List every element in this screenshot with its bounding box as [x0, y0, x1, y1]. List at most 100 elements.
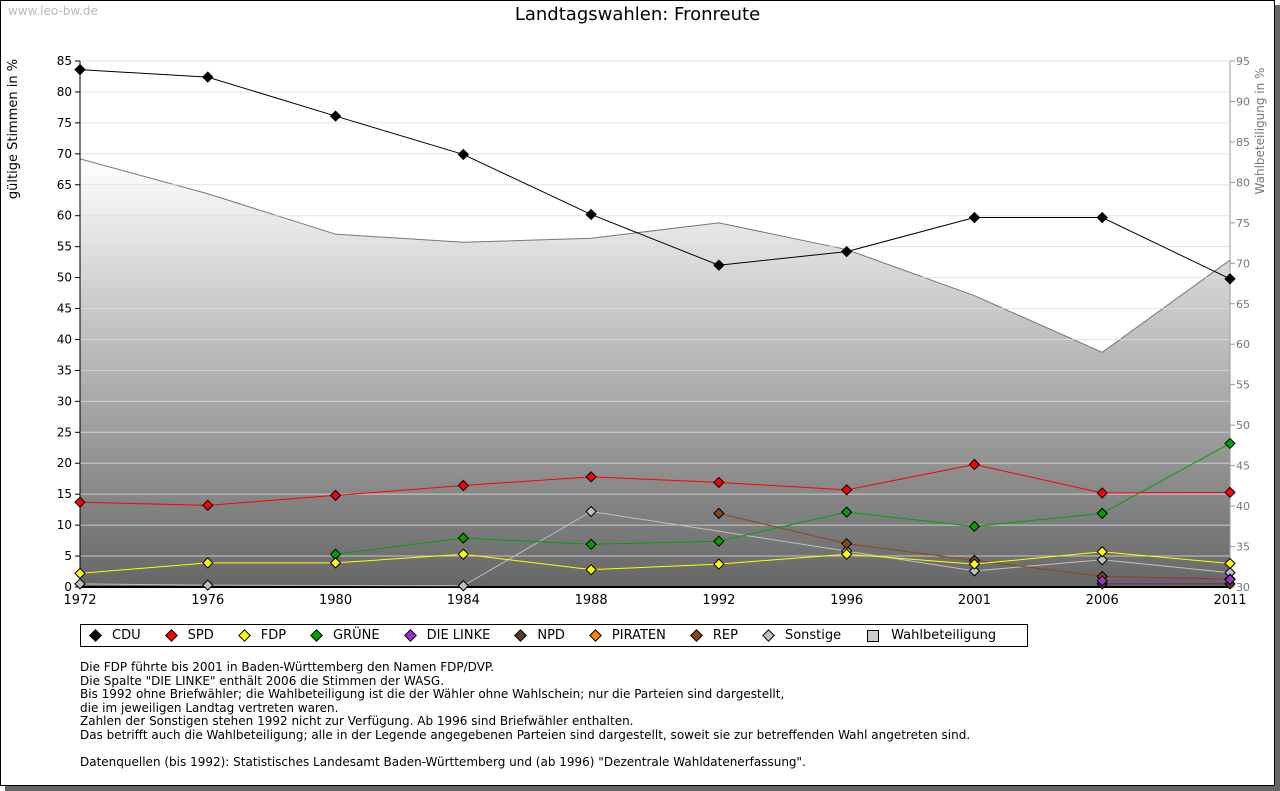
- series-line-fdp: [79, 551, 1231, 574]
- data-point: [585, 208, 597, 221]
- note-line: die im jeweiligen Landtag vertreten ware…: [80, 700, 339, 715]
- legend-item: REP: [690, 628, 738, 643]
- y2-tick-label: 90: [1236, 95, 1250, 108]
- y-tick-label: 40: [57, 332, 72, 346]
- data-point: [713, 476, 725, 489]
- y-tick-label: 45: [57, 302, 72, 316]
- y-tick-label: 35: [57, 363, 72, 377]
- data-point: [1224, 486, 1236, 499]
- x-tick-label: 1972: [63, 593, 96, 608]
- data-point: [968, 458, 981, 471]
- series-line-sonstige: [79, 510, 1231, 587]
- legend-item: Wahlbeteiligung: [867, 628, 996, 643]
- y-tick-label: 60: [57, 209, 72, 223]
- data-point: [713, 259, 725, 271]
- legend-label: GRÜNE: [333, 628, 380, 643]
- data-point: [968, 558, 981, 570]
- data-point: [1096, 546, 1108, 558]
- watermark: www.leo-bw.de: [8, 4, 98, 18]
- legend-item: PIRATEN: [589, 628, 666, 643]
- x-tick-label: 1980: [319, 593, 352, 608]
- y2-tick-label: 60: [1236, 338, 1250, 351]
- y2-tick-label: 65: [1236, 298, 1250, 311]
- data-point: [840, 548, 853, 560]
- y2-tick-label: 80: [1236, 176, 1250, 189]
- data-point: [840, 506, 853, 518]
- y-tick-label: 65: [57, 178, 72, 192]
- data-point: [457, 148, 470, 161]
- y2-tick-label: 35: [1236, 541, 1250, 554]
- legend-label: Sonstige: [784, 628, 842, 643]
- y-tick-label: 5: [64, 549, 72, 563]
- data-point: [1224, 273, 1236, 285]
- legend-label: Wahlbeteiligung: [891, 628, 997, 643]
- note-line: Das betrifft auch die Wahlbeteiligung; a…: [80, 727, 971, 742]
- data-point: [202, 579, 214, 591]
- x-tick-label: 2011: [1213, 593, 1246, 608]
- data-point: [202, 499, 214, 512]
- legend-marker-icon: [589, 629, 602, 642]
- data-point: [74, 567, 86, 580]
- series-line-spd: [79, 463, 1231, 506]
- data-point: [840, 484, 853, 496]
- y-tick-label: 15: [57, 487, 72, 501]
- y2-axis-label: Wahlbeteiligung in %: [1253, 68, 1267, 195]
- series-line-grüne: [335, 442, 1231, 555]
- legend-marker-icon: [164, 629, 178, 642]
- note-line: Datenquellen (bis 1992): Statistisches L…: [80, 754, 806, 769]
- x-tick-label: 1996: [830, 593, 863, 608]
- legend-marker-icon: [310, 629, 323, 642]
- data-point: [713, 535, 725, 547]
- data-point: [457, 548, 470, 560]
- data-point: [74, 496, 86, 508]
- legend-label: CDU: [112, 628, 141, 643]
- legend-marker-icon: [762, 629, 775, 642]
- y-tick-label: 50: [57, 271, 72, 285]
- data-point: [968, 520, 981, 533]
- note-line: Bis 1992 ohne Briefwähler; die Wahlbetei…: [80, 687, 785, 701]
- data-point: [329, 110, 342, 122]
- chart-plot: 0 5 10 15 20 25 30 35 40 45 50 55 60 65 70 75 80 85 30 35 40…: [6, 54, 1267, 608]
- y2-tick-label: 45: [1236, 460, 1250, 473]
- legend-item: CDU: [89, 628, 141, 643]
- note-line: Zahlen der Sonstigen stehen 1992 nicht z…: [80, 714, 634, 728]
- x-tick-label: 1984: [447, 593, 480, 608]
- data-point: [585, 563, 597, 576]
- data-point: [329, 489, 342, 502]
- data-point: [585, 471, 597, 483]
- y-tick-label: 70: [57, 147, 72, 161]
- legend-label: NPD: [537, 628, 565, 643]
- notes: Die FDP führte bis 2001 in Baden-Württem…: [80, 660, 971, 769]
- data-point: [585, 505, 597, 518]
- legend-marker-icon: [89, 629, 102, 642]
- legend-label: FDP: [260, 628, 287, 643]
- data-point: [585, 538, 597, 551]
- data-point: [968, 211, 981, 224]
- legend-item: GRÜNE: [310, 628, 380, 643]
- legend: CDU SPD FDP GRÜNE DIE LINKE NPD PIRATEN REP Sons…: [80, 624, 1028, 647]
- legend-marker-icon: [403, 629, 417, 642]
- data-point: [457, 532, 470, 544]
- y-tick-label: 80: [57, 85, 72, 99]
- y-tick-label: 20: [57, 456, 72, 470]
- x-tick-label: 1992: [702, 593, 735, 608]
- y-tick-label: 85: [57, 54, 72, 68]
- data-point: [1224, 557, 1236, 570]
- legend-item: NPD: [514, 628, 565, 643]
- y2-tick-label: 50: [1236, 419, 1250, 432]
- note-line: [80, 742, 970, 756]
- data-point: [1224, 573, 1236, 586]
- legend-label: SPD: [187, 628, 214, 643]
- series-line-die-linke: [1102, 579, 1231, 582]
- data-point: [1096, 507, 1108, 520]
- data-point: [74, 578, 86, 590]
- series-line-cdu: [79, 69, 1231, 280]
- x-tick-label: 2006: [1086, 593, 1119, 608]
- legend-item: SPD: [164, 628, 214, 643]
- y-axis-label: gültige Stimmen in %: [6, 59, 21, 199]
- note-line: Die Spalte "DIE LINKE" enthält 2006 die …: [80, 673, 445, 688]
- y-tick-label: 75: [57, 116, 72, 130]
- y2-tick-label: 70: [1236, 257, 1250, 270]
- legend-label: REP: [712, 628, 738, 643]
- legend-item: DIE LINKE: [403, 628, 490, 643]
